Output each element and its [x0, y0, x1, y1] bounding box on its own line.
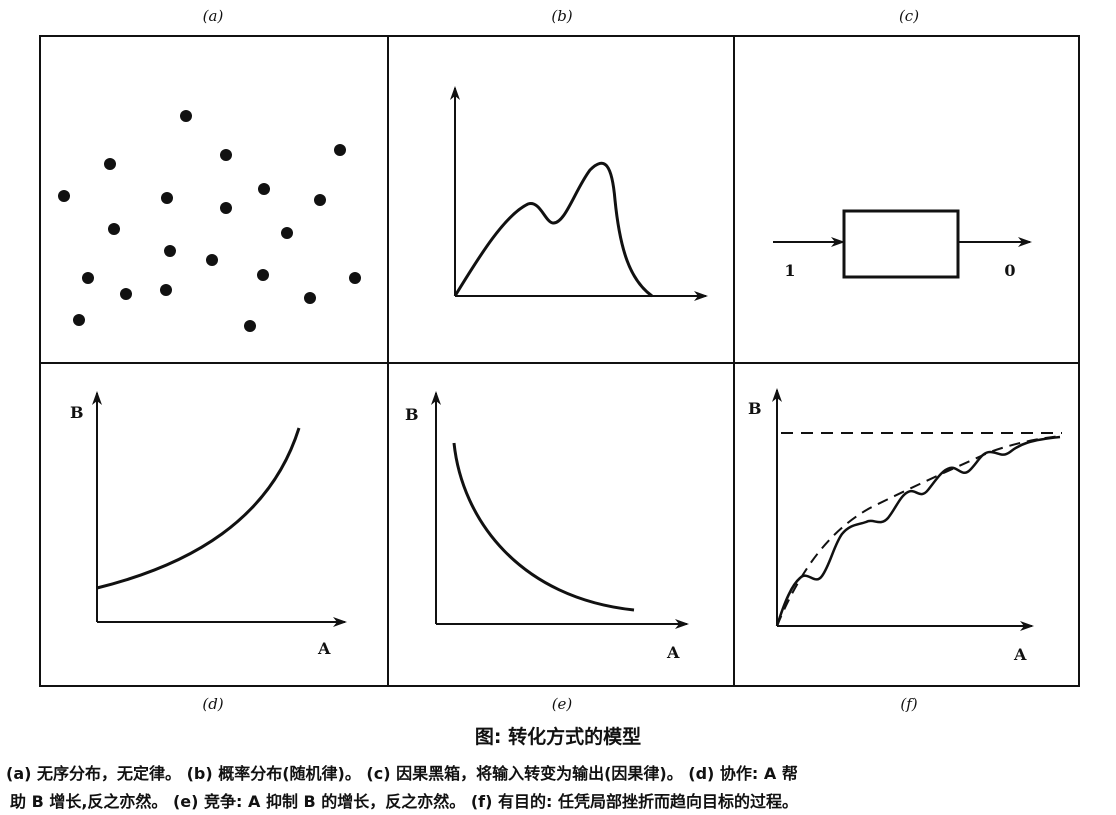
dot — [257, 269, 269, 281]
e-decline-curve — [452, 442, 635, 612]
dot — [220, 202, 232, 214]
dot — [73, 314, 85, 326]
panel-e-label: (e) — [552, 695, 573, 713]
dot — [161, 192, 173, 204]
panel-e-competition — [431, 391, 689, 629]
dot — [58, 190, 70, 202]
figure-caption-line-2: 助 B 增长,反之亦然。 (e) 竞争: A 抑制 B 的增长，反之亦然。 (f… — [10, 792, 798, 811]
dot — [206, 254, 218, 266]
dot — [82, 272, 94, 284]
e-y-axis-label: B — [405, 405, 419, 424]
panel-c-black-box — [773, 209, 1032, 279]
f-y-axis-label: B — [748, 399, 762, 418]
f-trend-curve — [776, 435, 1063, 627]
b-distribution-curve — [453, 161, 653, 298]
output-label: 0 — [1004, 261, 1015, 280]
d-y-axis-label: B — [70, 403, 84, 422]
dot — [164, 245, 176, 257]
dot — [349, 272, 361, 284]
dot — [108, 223, 120, 235]
panel-f-goal-process — [772, 388, 1063, 631]
dot — [314, 194, 326, 206]
panel-a-label: (a) — [203, 7, 224, 25]
panel-b-label: (b) — [551, 7, 572, 25]
panel-a-scatter — [58, 110, 361, 332]
f-x-axis-label: A — [1013, 645, 1027, 664]
panel-grid — [39, 35, 1080, 687]
e-x-axis-label: A — [666, 643, 680, 662]
dot — [304, 292, 316, 304]
panel-d-label: (d) — [202, 695, 223, 713]
dot — [281, 227, 293, 239]
dot — [258, 183, 270, 195]
dot — [220, 149, 232, 161]
panel-b-distribution — [450, 86, 708, 301]
dot — [334, 144, 346, 156]
dot — [104, 158, 116, 170]
figure-title: 图: 转化方式的模型 — [474, 726, 642, 748]
black-box — [842, 209, 960, 279]
panel-d-cooperation — [92, 391, 347, 627]
dot — [244, 320, 256, 332]
dot — [180, 110, 192, 122]
input-label: 1 — [784, 261, 795, 280]
panel-c-label: (c) — [899, 7, 919, 25]
f-actual-path — [775, 435, 1061, 627]
panel-f-label: (f) — [900, 695, 917, 713]
figure-caption-line-1: (a) 无序分布，无定律。 (b) 概率分布(随机律)。 (c) 因果黑箱，将输… — [6, 764, 798, 783]
d-growth-curve — [96, 427, 301, 590]
dot — [120, 288, 132, 300]
dot — [160, 284, 172, 296]
d-x-axis-label: A — [317, 639, 331, 658]
